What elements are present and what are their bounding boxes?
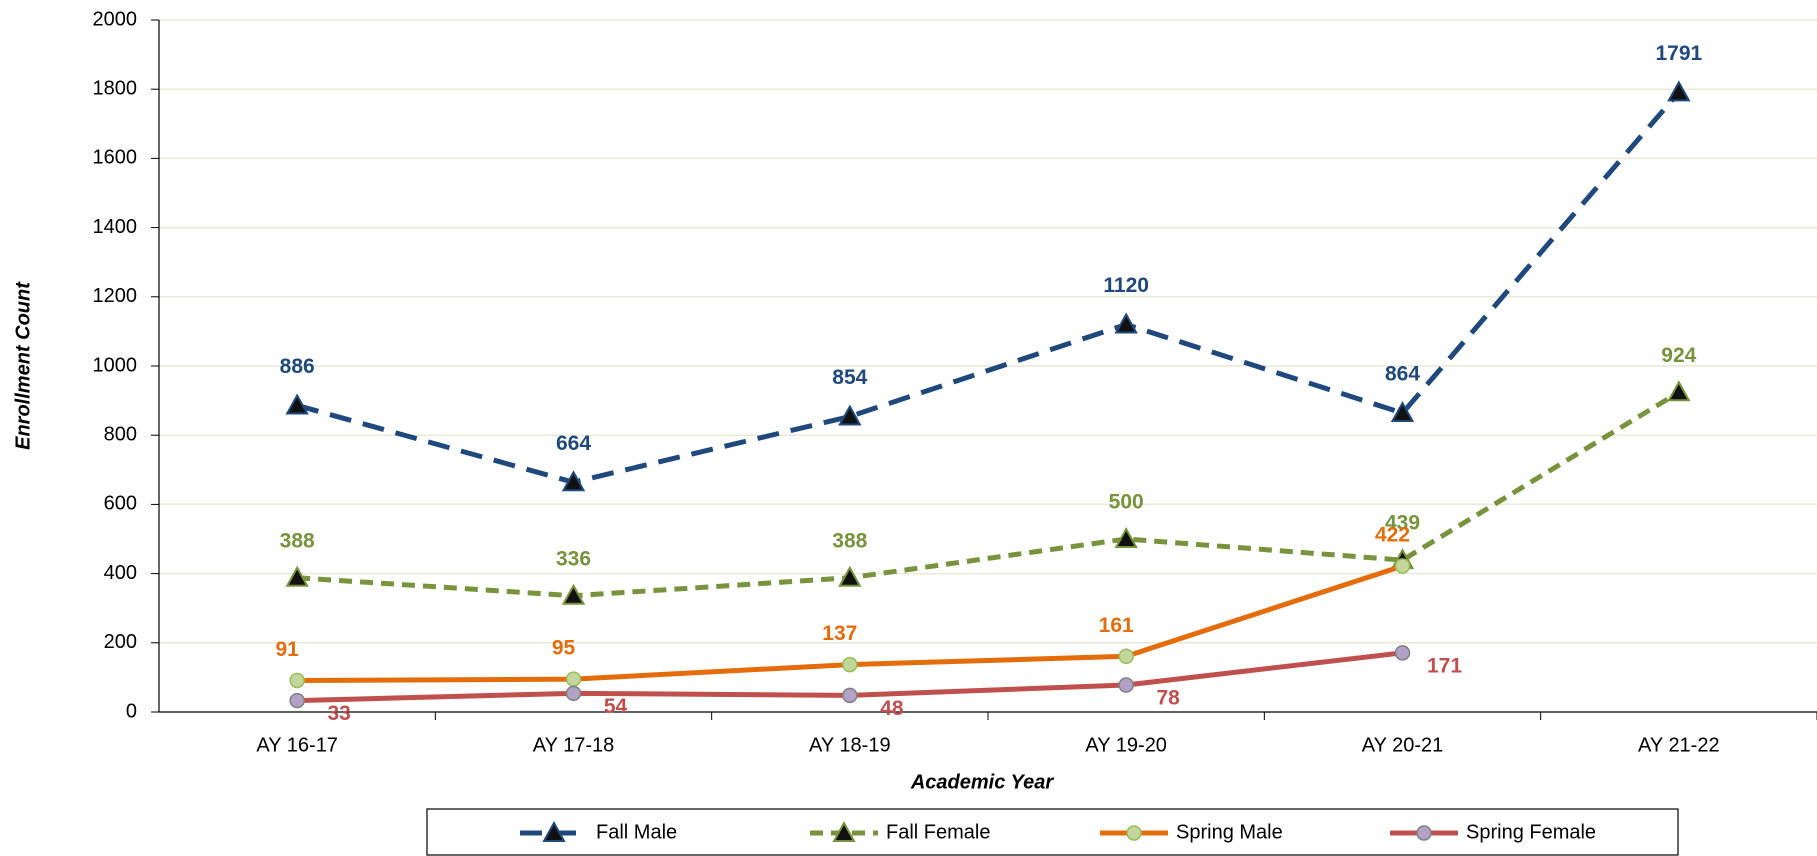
data-label: 171	[1427, 654, 1462, 677]
legend-marker	[1416, 825, 1432, 841]
data-point	[1394, 645, 1411, 661]
data-label: 864	[1385, 363, 1420, 386]
y-tick-label: 1400	[93, 216, 138, 238]
y-tick-label: 1600	[93, 147, 138, 169]
data-point	[1667, 380, 1691, 402]
data-label: 336	[556, 547, 591, 570]
y-tick-label: 400	[104, 562, 137, 584]
data-label: 48	[880, 697, 904, 720]
data-label: 33	[327, 702, 350, 725]
data-point	[289, 692, 305, 709]
data-point	[838, 565, 862, 587]
data-label: 924	[1661, 344, 1696, 367]
data-label: 664	[556, 432, 591, 455]
legend-label: Fall Male	[596, 821, 677, 843]
y-tick-label: 800	[104, 423, 137, 445]
y-tick-label: 200	[104, 631, 137, 653]
data-point	[565, 685, 582, 702]
legend-marker	[832, 820, 856, 842]
y-tick-label: 1000	[93, 354, 138, 376]
x-tick-label: AY 17-18	[533, 734, 615, 756]
x-axis-label: Academic Year	[910, 771, 1055, 793]
data-point	[1667, 80, 1691, 102]
data-point	[285, 393, 309, 415]
legend-label: Fall Female	[886, 821, 990, 843]
series-line	[296, 90, 1681, 485]
data-label: 78	[1156, 687, 1180, 710]
data-label: 137	[822, 622, 857, 645]
data-label: 500	[1109, 491, 1144, 514]
x-tick-label: AY 20-21	[1362, 734, 1444, 756]
data-point	[289, 672, 305, 689]
data-label: 886	[280, 355, 315, 378]
y-tick-label: 1800	[93, 77, 138, 99]
data-label: 91	[275, 638, 299, 661]
data-label: 439	[1385, 512, 1420, 535]
series-line	[297, 390, 1681, 599]
data-label: 54	[604, 695, 628, 718]
data-point	[842, 656, 858, 673]
x-tick-label: AY 19-20	[1085, 734, 1167, 756]
data-point	[1114, 526, 1138, 548]
data-label: 161	[1099, 614, 1134, 637]
data-point	[561, 470, 586, 492]
data-label: 422	[1375, 524, 1410, 547]
y-tick-label: 0	[126, 700, 137, 722]
x-tick-label: AY 21-22	[1638, 734, 1720, 756]
data-label: 1791	[1655, 42, 1702, 65]
y-tick-label: 600	[104, 493, 137, 515]
data-point	[285, 565, 309, 587]
data-label: 854	[832, 366, 867, 389]
data-point	[1394, 558, 1411, 574]
legend-box	[426, 808, 1679, 856]
data-point	[842, 687, 858, 704]
data-point	[838, 404, 862, 426]
legend-label: Spring Female	[1466, 821, 1596, 843]
data-point	[561, 583, 586, 605]
y-tick-label: 2000	[93, 8, 138, 30]
data-label: 1120	[1103, 274, 1149, 297]
y-tick-label: 1200	[93, 285, 138, 307]
data-label: 388	[832, 529, 867, 552]
data-point	[1390, 400, 1415, 423]
x-tick-label: AY 18-19	[809, 734, 891, 756]
x-tick-label: AY 16-17	[256, 734, 338, 756]
legend-marker	[1126, 825, 1142, 841]
data-label: 388	[280, 529, 315, 552]
data-point	[1114, 312, 1138, 334]
legend-label: Spring Male	[1176, 821, 1283, 843]
data-point	[1118, 677, 1134, 693]
data-point	[1118, 648, 1134, 665]
y-axis-label: Enrollment Count	[12, 281, 34, 450]
data-point	[565, 671, 582, 687]
data-label: 95	[552, 637, 576, 660]
legend-marker	[542, 820, 566, 842]
